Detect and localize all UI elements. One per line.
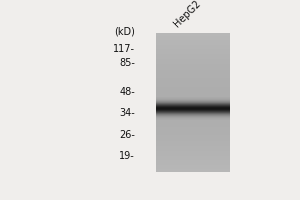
Text: 48-: 48- [119,87,135,97]
Text: HepG2: HepG2 [172,0,202,29]
Text: 34-: 34- [119,108,135,118]
Text: 117-: 117- [113,44,135,54]
Text: (kD): (kD) [114,27,135,37]
Text: 26-: 26- [119,130,135,140]
Text: 19-: 19- [119,151,135,161]
Text: 85-: 85- [119,58,135,68]
